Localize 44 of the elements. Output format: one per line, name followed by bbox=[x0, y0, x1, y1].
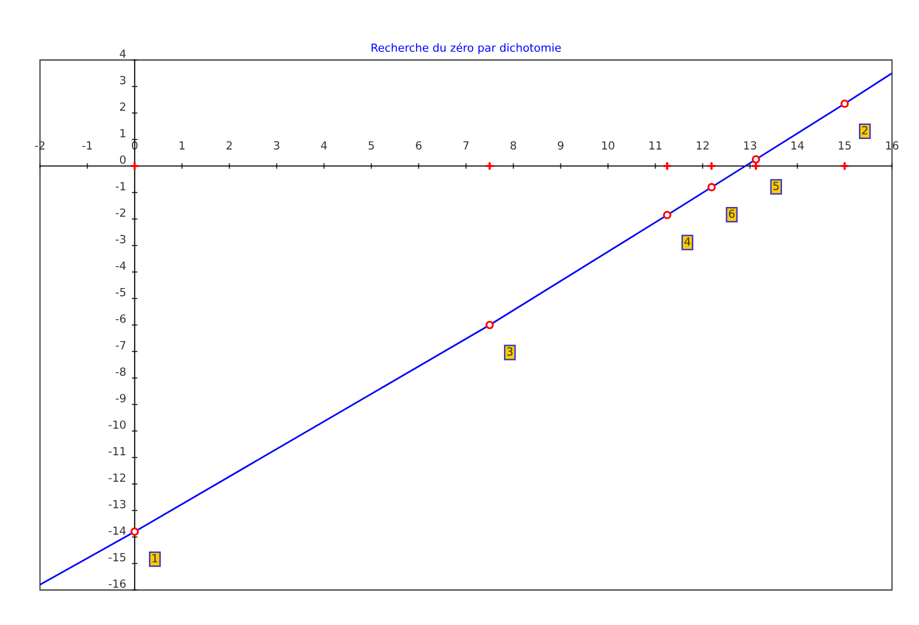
x-tick-label: 2 bbox=[226, 141, 232, 150]
x-tick-label: -1 bbox=[82, 141, 92, 150]
x-tick-label: 9 bbox=[558, 141, 564, 150]
y-tick-label: -5 bbox=[116, 288, 126, 296]
x-tick-label: 10 bbox=[602, 141, 614, 150]
y-tick-label: -7 bbox=[116, 341, 126, 350]
y-tick-label: -12 bbox=[108, 473, 126, 482]
y-tick-label: -11 bbox=[108, 447, 126, 456]
y-tick-label: 1 bbox=[120, 129, 126, 138]
x-tick-label: 11 bbox=[649, 141, 662, 150]
x-tick-label: 8 bbox=[510, 141, 516, 150]
x-tick-label: 6 bbox=[416, 141, 422, 150]
y-tick-label: -9 bbox=[116, 394, 126, 402]
y-tick-label: -14 bbox=[108, 526, 126, 535]
x-tick-label: 15 bbox=[838, 141, 851, 150]
x-tick-label: 4 bbox=[321, 141, 327, 150]
x-tick-label: 14 bbox=[791, 141, 804, 150]
y-tick-label: 0 bbox=[120, 155, 126, 164]
y-tick-label: 2 bbox=[120, 102, 126, 111]
y-tick-label: -13 bbox=[108, 500, 126, 508]
y-tick-label: -1 bbox=[116, 182, 126, 190]
y-tick-label: -16 bbox=[108, 579, 126, 588]
annotation: 3 bbox=[507, 347, 513, 356]
y-tick-label: -8 bbox=[116, 367, 126, 376]
annotation: 5 bbox=[773, 182, 779, 190]
y-tick-label: 3 bbox=[120, 76, 126, 84]
y-tick-label: -2 bbox=[116, 208, 126, 217]
y-tick-label: -3 bbox=[116, 234, 126, 244]
x-tick-label: 1 bbox=[180, 141, 185, 150]
x-tick-label: 3 bbox=[274, 141, 280, 150]
y-tick-label: -4 bbox=[116, 262, 126, 270]
y-tick-label: -15 bbox=[108, 553, 126, 562]
chart-title: Recherche du zéro par dichotomie bbox=[372, 42, 561, 54]
annotation: 6 bbox=[728, 210, 735, 218]
y-tick-label: -10 bbox=[108, 420, 126, 429]
annotation: 2 bbox=[862, 126, 868, 134]
x-tick-label: 13 bbox=[744, 141, 756, 150]
x-tick-label: 12 bbox=[696, 141, 709, 150]
y-tick-label: 4 bbox=[120, 50, 126, 58]
annotation: 1 bbox=[152, 554, 158, 562]
x-tick-label: 5 bbox=[368, 141, 374, 150]
x-tick-label: 7 bbox=[463, 141, 469, 150]
y-tick-label: -6 bbox=[116, 314, 126, 323]
annotation: 4 bbox=[684, 237, 690, 246]
